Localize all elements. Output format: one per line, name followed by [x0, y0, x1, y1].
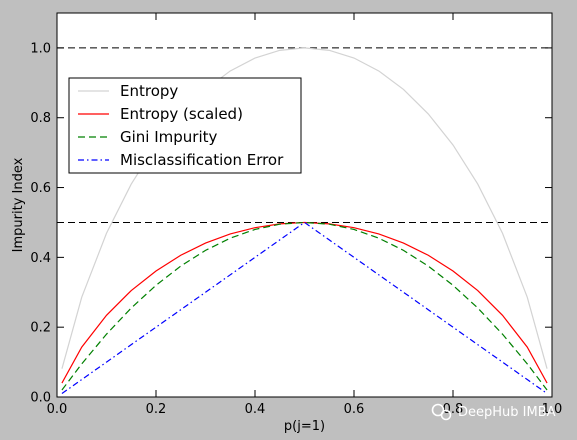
- series-line-entropy-scaled: [61, 221, 548, 384]
- y-axis-label: Impurity Index: [11, 157, 26, 252]
- plot-area: [57, 13, 552, 397]
- watermark-text: DeepHub IMBA: [458, 405, 556, 420]
- x-tick-label: 0.8: [443, 402, 464, 417]
- y-tick-label: 0.6: [30, 181, 51, 196]
- legend-label-entropy-scaled: Entropy (scaled): [120, 105, 243, 123]
- wechat-icon: [431, 403, 452, 421]
- legend-label-entropy: Entropy: [120, 82, 178, 100]
- y-tick-label: 0.2: [30, 321, 51, 336]
- x-tick-label: 1.0: [542, 402, 563, 417]
- y-tick-label: 1.0: [30, 41, 51, 56]
- watermark: DeepHub IMBA: [431, 403, 556, 421]
- x-tick-label: 0.0: [47, 402, 68, 417]
- legend-label-misclassification: Misclassification Error: [120, 151, 284, 169]
- y-tick-label: 0.8: [30, 111, 51, 126]
- x-axis-label: p(j=1): [284, 419, 325, 434]
- axis-ticks: 0.0 0.2 0.4 0.6 0.8 1.0 0.0 0.2 0.4 0.6 0.8 1.0: [30, 13, 562, 417]
- legend-box: [68, 77, 302, 174]
- plot-frame: [56, 12, 553, 398]
- y-tick-label: 0.4: [30, 251, 51, 266]
- x-tick-label: 0.2: [146, 402, 167, 417]
- legend: Entropy Entropy (scaled) Gini Impurity M…: [68, 77, 302, 174]
- y-tick-label: 0.0: [30, 391, 51, 406]
- x-tick-label: 0.4: [245, 402, 266, 417]
- x-tick-label: 0.6: [344, 402, 365, 417]
- series-line-misclassification-error: [61, 221, 548, 395]
- legend-label-gini: Gini Impurity: [120, 128, 218, 146]
